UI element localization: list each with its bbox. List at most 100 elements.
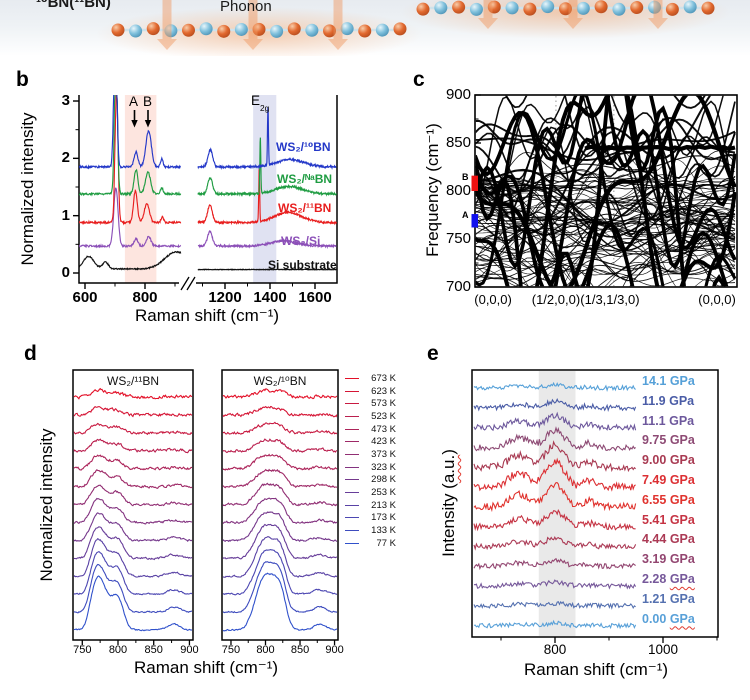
b-spectrum-curve-3 (79, 95, 182, 197)
b-spectrum-curve-2 (79, 95, 182, 226)
d-legend-label: 573 K (371, 398, 396, 410)
d-legend-item: 373 K (345, 449, 401, 460)
d-temperature-curve-0-4 (73, 454, 192, 471)
boron-atom (416, 2, 430, 16)
schematic-strip: ¹⁰BN(¹¹BN) Phonon (0, 0, 750, 56)
d-legend-line (345, 403, 359, 405)
isotope-label: ¹⁰BN(¹¹BN) (36, 0, 111, 11)
panel-letter-d: d (24, 342, 37, 365)
phonon-schematic-graphic (96, 0, 730, 56)
phonon-arrow (157, 0, 177, 50)
d-temperature-curve-1-11 (222, 549, 338, 596)
e-pressure-curve-3 (473, 426, 636, 452)
phonon-arrow (243, 0, 263, 50)
nitrogen-atom (340, 22, 354, 36)
phonon-arrow (478, 0, 498, 29)
d-legend-label: 133 K (371, 525, 396, 537)
c-mode-marker-B (471, 175, 478, 191)
b-y-tick-label: 0 (61, 264, 70, 281)
boron-atom (217, 24, 231, 38)
d-legend-label: 173 K (371, 512, 396, 524)
b-spectrum-curve-4 (197, 107, 337, 171)
b-y-tick-label: 1 (61, 206, 70, 224)
d-x-tick-label: 750 (73, 644, 92, 656)
d-legend-item: 673 K (345, 373, 401, 384)
d-x-tick-label: 850 (144, 644, 163, 656)
boron-atom (146, 22, 160, 36)
d-temperature-curve-0-6 (73, 484, 193, 507)
phonon-arrow (648, 0, 668, 29)
d-temperature-curve-0-9 (73, 526, 193, 561)
nitrogen-atom (541, 0, 555, 14)
c-y-tick-label: 900 (445, 86, 471, 103)
d-legend-line (345, 466, 359, 468)
d-temperature-curve-1-8 (222, 511, 338, 543)
d-temperature-curve-0-0 (73, 387, 193, 400)
d-temperature-curve-0-11 (73, 551, 193, 596)
d-legend-label: 373 K (371, 449, 396, 461)
d-x-tick-label: 900 (180, 644, 199, 656)
nitrogen-atom (199, 22, 213, 36)
b-series-label-4: WS₂/¹⁰BN (276, 140, 331, 154)
b-y-tick-label: 2 (61, 149, 70, 167)
d-legend-item: 253 K (345, 487, 401, 498)
b-spectrum-curve-1 (79, 187, 182, 249)
d-legend-label: 253 K (371, 487, 396, 499)
d-legend-line (345, 416, 359, 418)
atom-chain-0 (96, 7, 422, 56)
d-temperature-curve-0-12 (73, 563, 192, 614)
b-spectrum-curve-0 (197, 268, 337, 271)
d-legend-label: 213 K (371, 499, 396, 511)
c-y-tick-label: 700 (445, 278, 471, 295)
b-x-axis-label: Raman shift (cm⁻¹) (134, 306, 280, 325)
d-legend-label: 323 K (371, 461, 396, 473)
b-shaded-band-1 (253, 95, 277, 283)
phonon-arrow (563, 0, 583, 29)
e-pressure-curve-10 (473, 579, 637, 590)
boron-atom (487, 0, 501, 14)
d-legend-line (345, 378, 359, 379)
b-shaded-band-0 (124, 95, 157, 283)
b-series-label-0: Si substrate (268, 258, 337, 272)
boron-atom (287, 22, 301, 36)
boron-atom (452, 0, 466, 14)
d-legend-label: 423 K (371, 436, 396, 448)
b-spectrum-curve-1 (197, 229, 337, 250)
nitrogen-atom (683, 0, 697, 14)
d-y-axis-label: Normalized intensity (37, 428, 56, 582)
d-x-tick-label: 800 (108, 644, 128, 656)
nitrogen-atom (505, 1, 519, 15)
d-legend-item: 623 K (345, 386, 401, 397)
d-temperature-curve-1-4 (222, 453, 338, 471)
boron-atom (559, 2, 572, 16)
d-temperature-curve-0-8 (73, 512, 193, 542)
e-pressure-curve-4 (473, 440, 636, 473)
nitrogen-atom (576, 1, 590, 15)
d-temperature-curve-0-13 (73, 575, 193, 632)
c-phonon-bands (475, 95, 737, 287)
d-temperature-curve-0-5 (73, 469, 193, 489)
e-x-tick-label: 800 (543, 642, 567, 657)
b-peak-a-label: A (129, 94, 139, 109)
d-temperature-curve-1-12 (222, 561, 338, 614)
b-spectrum-curve-4 (79, 95, 181, 170)
d-right-title: WS₂/¹⁰BN (253, 374, 307, 388)
e-pressure-label-4: 9.00 GPa (642, 453, 695, 468)
c-x-tick-label: (1/2,0,0) (531, 292, 581, 307)
d-temperature-curve-0-3 (73, 438, 193, 454)
d-temperature-curve-1-9 (222, 523, 338, 560)
c-x-tick-label: (1/3,1/3,0) (580, 292, 640, 307)
e-pressure-label-8: 4.44 GPa (642, 532, 695, 547)
atom-chain-1 (401, 0, 730, 39)
b-x-tick-label: 1600 (298, 289, 332, 306)
d-legend-item: 298 K (345, 474, 401, 485)
d-legend-item: 323 K (345, 462, 401, 473)
b-spectrum-curve-3 (197, 137, 337, 197)
d-legend-line (345, 441, 359, 443)
e-pressure-label-0: 14.1 GPa (642, 374, 695, 388)
b-peak-b-label: B (143, 94, 153, 109)
d-plot-box-1 (221, 369, 339, 641)
e-pressure-curve-7 (473, 509, 636, 532)
c-mode-marker-label-B: B (462, 171, 469, 182)
